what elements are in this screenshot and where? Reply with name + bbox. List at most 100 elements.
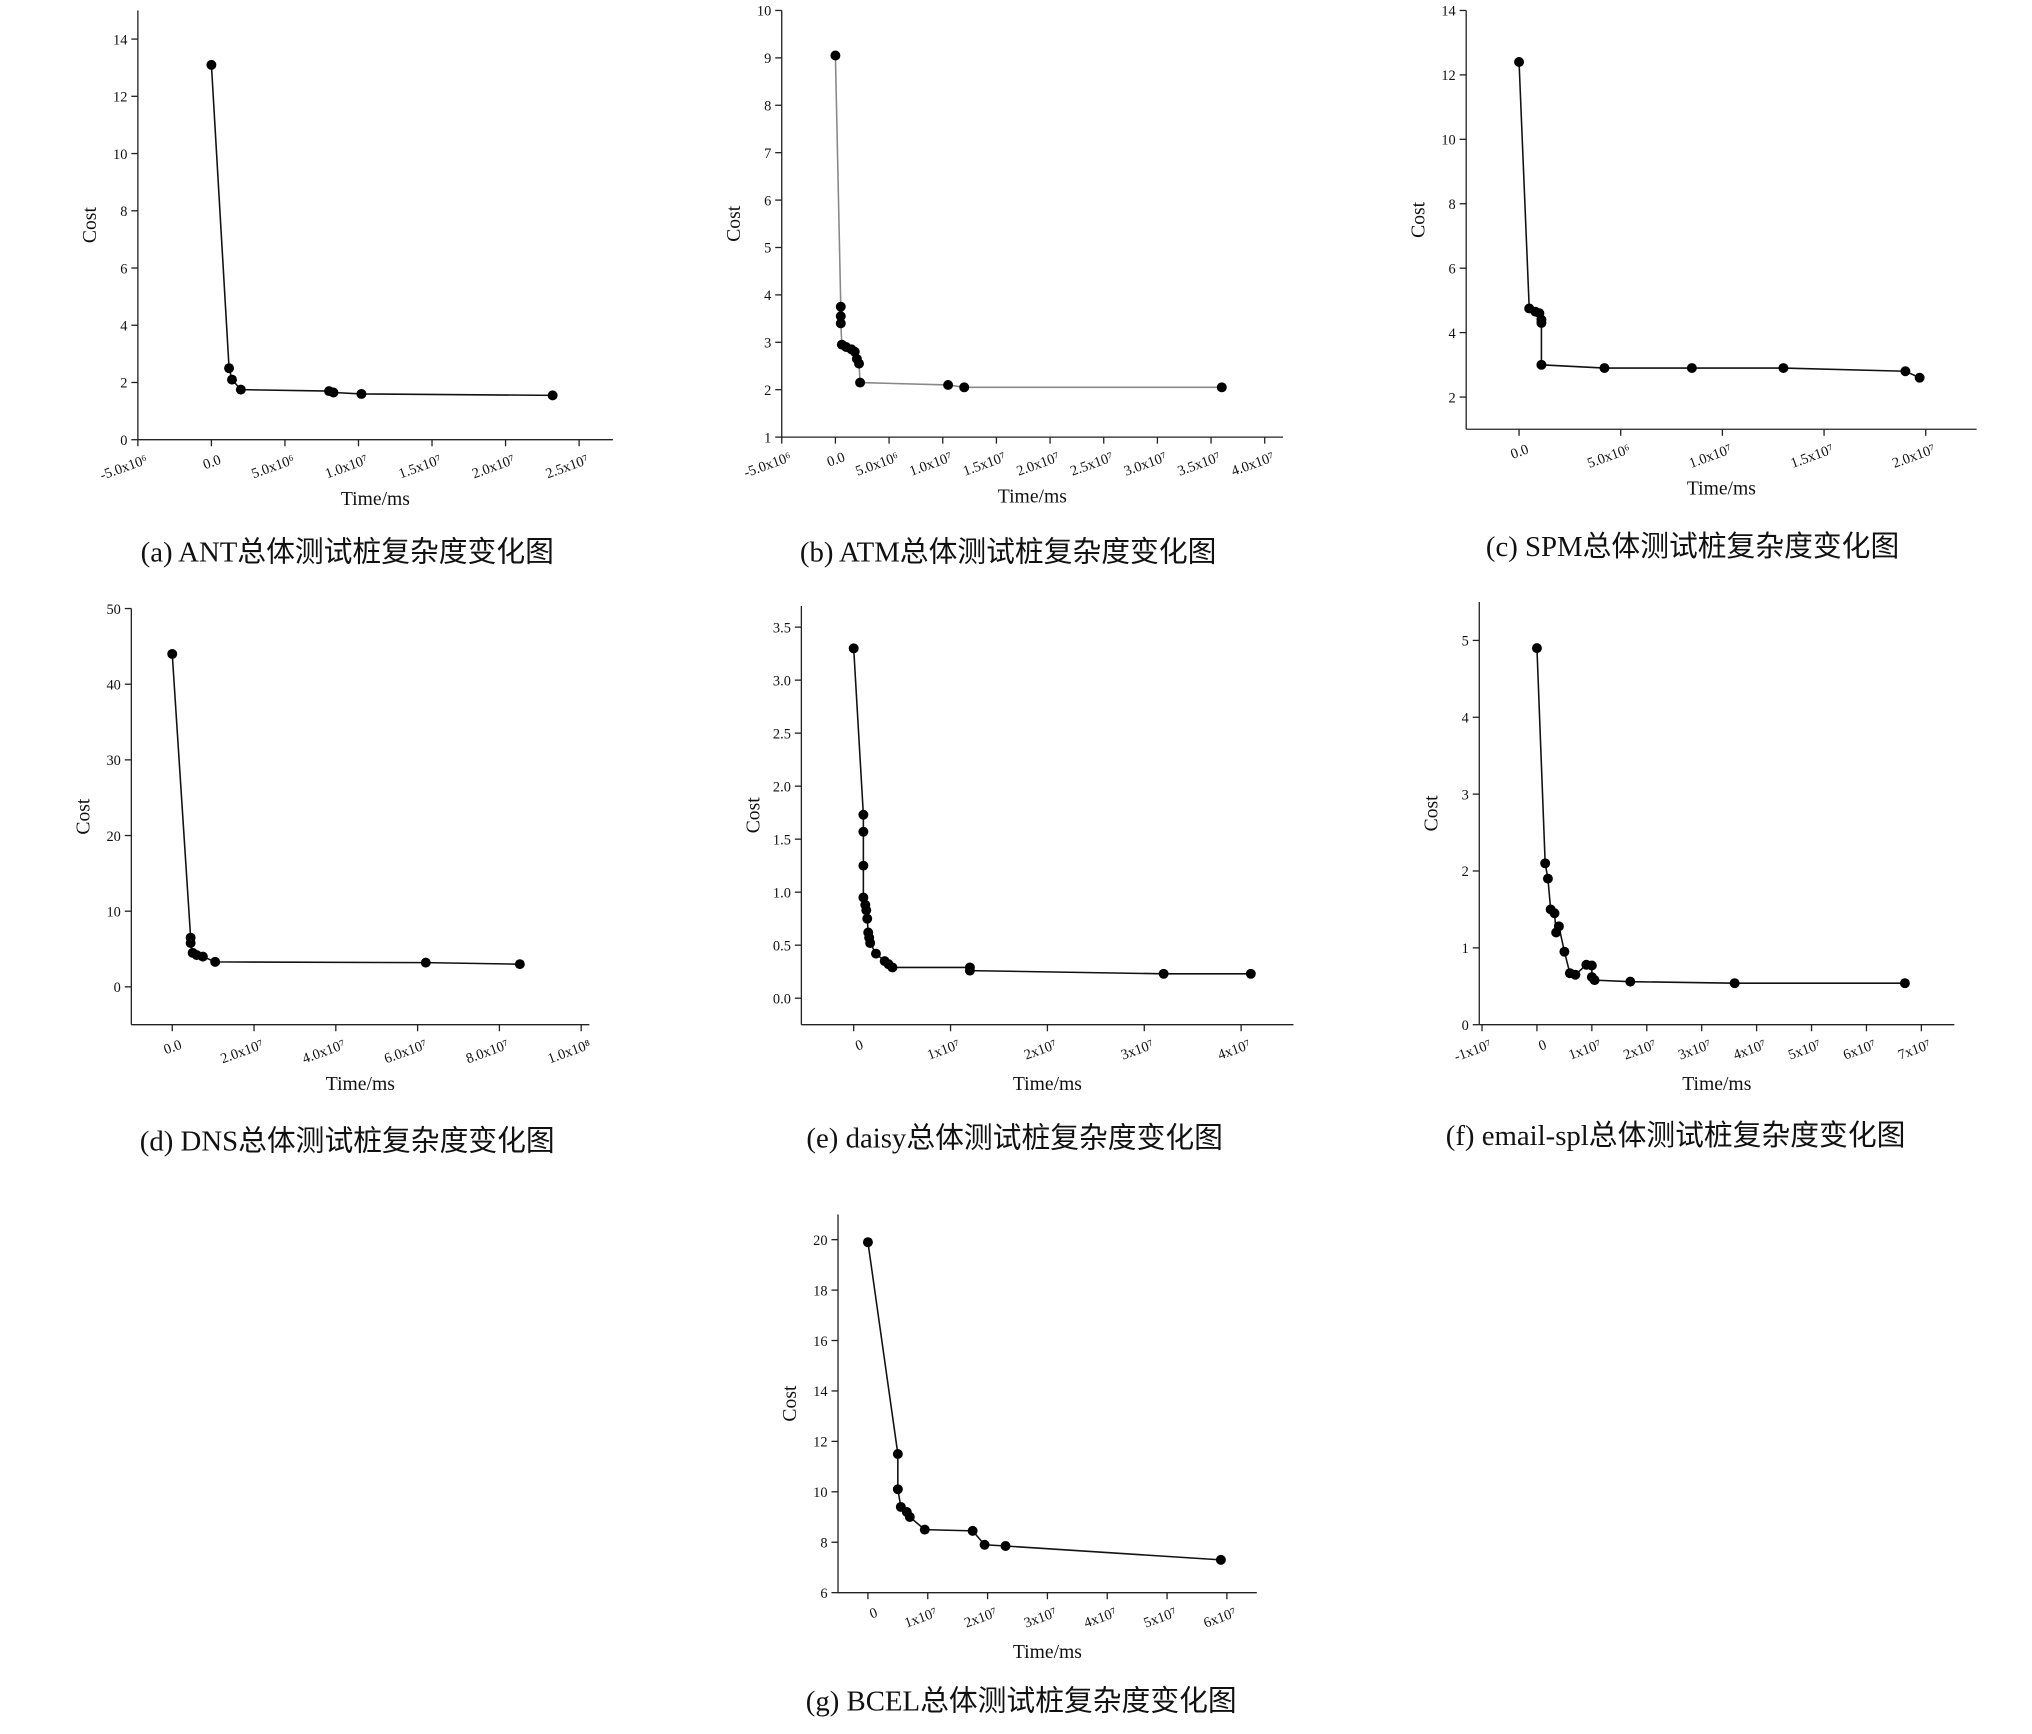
data-point [1778, 363, 1789, 374]
y-tick-label: 2 [1462, 864, 1469, 880]
data-point [1900, 366, 1911, 377]
y-tick-label: 5 [764, 241, 771, 257]
data-point [1531, 643, 1542, 654]
y-tick-label: 0.5 [773, 938, 791, 954]
y-tick-label: 2 [764, 383, 771, 399]
data-line [834, 55, 1222, 389]
data-point [1536, 317, 1547, 328]
y-tick-label: 4 [764, 288, 771, 304]
y-tick-label: 9 [764, 51, 771, 67]
data-point [1559, 946, 1570, 957]
x-tick-label: 5x10⁷ [1142, 1605, 1179, 1632]
data-point [185, 938, 196, 948]
x-tick-label: 3x10⁷ [1022, 1605, 1059, 1632]
x-tick-label: 2.0x10⁷ [1890, 442, 1937, 472]
x-tick-label: -5.0x10⁶ [98, 452, 150, 484]
y-axis-label: Cost [743, 797, 764, 834]
data-point [1729, 978, 1740, 989]
x-tick-label: 5.0x10⁶ [854, 449, 901, 479]
data-point [892, 1484, 903, 1495]
y-tick-label: 40 [106, 677, 120, 693]
x-tick-label: 2.0x10⁷ [470, 452, 517, 482]
y-axis-label: Cost [1408, 201, 1429, 238]
y-tick-label: 10 [757, 4, 771, 20]
data-point [835, 301, 846, 312]
data-point [854, 358, 864, 369]
y-axis-label: Cost [724, 205, 745, 242]
x-tick-label: 2x10⁷ [962, 1605, 999, 1632]
x-tick-label: 6x10⁷ [1202, 1605, 1239, 1632]
data-line [867, 1242, 1221, 1561]
y-tick-label: 30 [106, 753, 120, 769]
y-tick-label: 8 [120, 204, 127, 220]
y-tick-label: 50 [106, 602, 120, 618]
data-point [1540, 858, 1551, 869]
x-tick-label: 0 [1537, 1037, 1549, 1054]
caption: (b) ATM总体测试桩复杂度变化图 [800, 536, 1217, 568]
y-tick-label: 0 [120, 433, 127, 449]
data-point [1536, 359, 1547, 370]
caption: (g) BCEL总体测试桩复杂度变化图 [806, 1685, 1237, 1717]
y-tick-label: 7 [764, 146, 771, 162]
x-tick-label: 7x10⁷ [1896, 1037, 1933, 1064]
y-axis-label: Cost [780, 1385, 801, 1422]
x-axis-label: Time/ms [1682, 1074, 1751, 1095]
data-point [356, 388, 367, 399]
data-point [1000, 1541, 1011, 1551]
data-point [943, 379, 954, 390]
data-point [1586, 960, 1597, 971]
x-tick-label: 1.0x10⁷ [1687, 442, 1734, 472]
data-point [892, 1449, 903, 1459]
x-axis-label: Time/ms [1687, 479, 1756, 500]
data-point [870, 948, 881, 959]
y-tick-label: 0 [1462, 1018, 1469, 1034]
x-tick-label: 3.5x10⁷ [1176, 449, 1223, 479]
data-point [858, 809, 869, 820]
data-point [1625, 976, 1636, 987]
x-tick-label: 3x10⁷ [1676, 1037, 1713, 1064]
y-tick-label: 1 [764, 430, 771, 446]
data-line [852, 648, 1251, 975]
x-tick-label: -5.0x10⁶ [742, 449, 794, 481]
y-tick-label: 2.0 [773, 779, 791, 795]
data-point [227, 374, 237, 385]
data-point [830, 50, 841, 61]
data-point [862, 1237, 873, 1248]
data-point [1245, 968, 1256, 979]
x-tick-label: 2.0x10⁷ [1015, 449, 1062, 479]
caption: (f) email-spl总体测试桩复杂度变化图 [1446, 1120, 1906, 1152]
x-tick-label: 1.0x10⁷ [907, 449, 954, 479]
y-tick-label: 4 [120, 318, 127, 334]
data-point [224, 363, 235, 374]
data-point [1549, 908, 1560, 919]
y-tick-label: 0.0 [773, 991, 791, 1007]
data-point [862, 913, 873, 924]
data-point [1542, 873, 1553, 884]
y-tick-label: 18 [813, 1283, 827, 1299]
y-tick-label: 14 [813, 1384, 827, 1400]
data-point [235, 384, 246, 395]
x-tick-label: 1x10⁷ [925, 1037, 962, 1064]
data-point [1899, 978, 1910, 989]
data-point [855, 377, 866, 388]
y-tick-label: 6 [1449, 261, 1456, 277]
data-point [167, 648, 178, 659]
y-tick-label: 10 [1441, 133, 1455, 149]
y-tick-label: 4 [1462, 711, 1469, 727]
caption: (e) daisy总体测试桩复杂度变化图 [806, 1123, 1222, 1155]
y-axis-label: Cost [80, 207, 101, 244]
x-tick-label: 0.0 [825, 449, 847, 470]
y-tick-label: 6 [120, 261, 127, 277]
data-point [514, 959, 525, 970]
data-point [206, 59, 217, 70]
x-tick-label: 1.5x10⁷ [397, 452, 444, 482]
y-tick-label: 16 [813, 1334, 827, 1350]
data-point [964, 965, 975, 976]
data-point [835, 311, 846, 322]
x-tick-label: 0 [868, 1605, 880, 1622]
y-tick-label: 3.5 [773, 620, 791, 636]
data-line [210, 64, 553, 397]
data-point [858, 826, 869, 837]
data-line [1518, 61, 1920, 379]
